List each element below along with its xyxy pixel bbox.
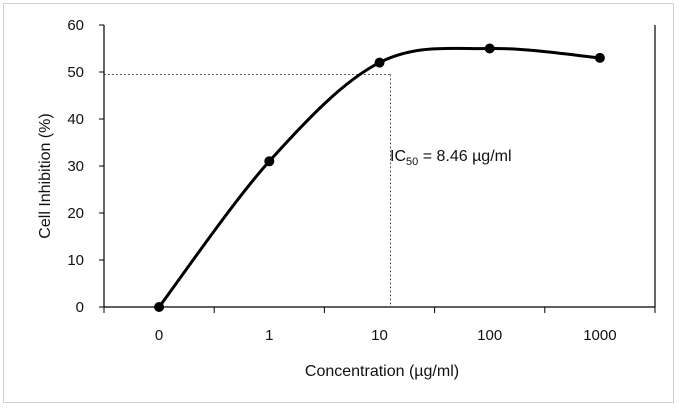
data-point [484,43,495,54]
ic50-annotation: IC50 = 8.46 µg/ml [390,148,512,168]
x-tick-label: 1000 [583,327,616,344]
y-tick-label: 0 [76,299,84,316]
data-point [374,57,385,68]
y-tick-label: 10 [67,252,84,269]
ic50-value: = 8.46 µg/ml [418,148,511,165]
y-tick-label: 50 [67,64,84,81]
x-tick-labels: 0 1 10 100 1000 [103,307,656,344]
x-tick-label: 100 [477,327,502,344]
ic50-guide-lines [104,73,391,307]
series-line [157,46,601,308]
y-tick-label: 40 [67,111,84,128]
y-axis-title: Cell Inhibition (%) [37,113,54,238]
data-point [594,52,605,63]
data-point [154,302,165,312]
y-tick-label: 30 [67,158,84,175]
x-tick-label: 1 [265,327,273,344]
chart-frame [3,3,674,403]
x-tick-label: 0 [155,327,163,344]
data-point [264,156,275,167]
data-points [154,43,605,312]
y-tick-label: 20 [67,205,84,222]
ic50-prefix: IC [390,148,406,165]
y-tick-labels: 0 10 20 30 40 50 60 [67,17,104,316]
ic50-subscript: 50 [406,156,418,168]
x-axis-title: Concentration (µg/ml) [305,363,459,380]
y-tick-label: 60 [67,17,84,34]
x-tick-label: 10 [371,327,388,344]
